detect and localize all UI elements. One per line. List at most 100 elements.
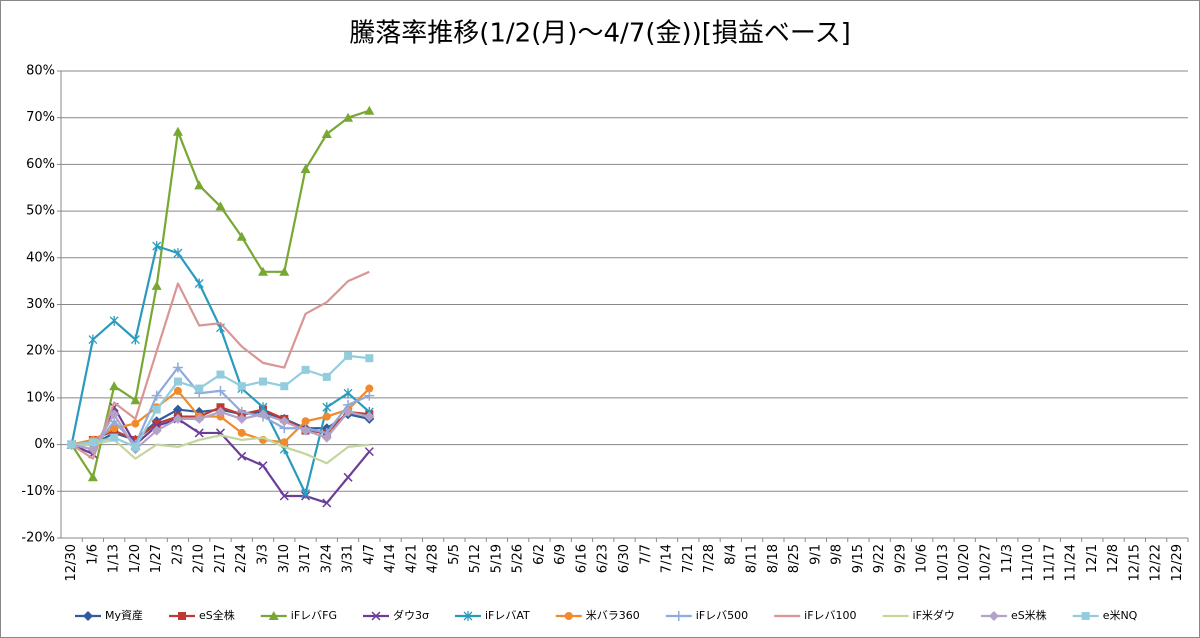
marker [364,105,375,115]
x-tick-label: 3/3 [256,544,271,565]
x-tick-label: 1/20 [128,544,143,573]
series-line [71,434,370,465]
x-tick-label: 8/11 [745,544,760,573]
x-tick-label: 2/24 [234,544,249,573]
marker [130,334,140,345]
marker [280,438,289,447]
y-tick-label: 80% [26,64,55,79]
marker [172,404,183,415]
x-tick-label: 11/17 [1042,544,1057,581]
marker [364,411,375,422]
marker [301,488,310,499]
marker [268,611,279,620]
x-tick-label: 9/8 [830,544,845,565]
marker [237,451,247,461]
x-tick-label: 6/30 [617,544,632,573]
marker [110,424,119,433]
marker [258,266,269,276]
x-tick-label: 3/10 [277,544,292,573]
marker [371,611,381,621]
marker [301,365,310,374]
x-tick-label: 6/2 [532,544,547,565]
marker [215,385,226,396]
marker [301,417,310,426]
marker [279,491,289,501]
legend-item: My資産 [75,609,143,622]
x-tick-label: 7/21 [681,544,696,573]
marker [321,432,332,443]
marker [259,377,268,386]
marker [131,419,140,428]
marker [109,409,120,420]
marker [152,405,161,414]
legend-item: iFレバ100 [774,609,857,622]
x-tick-label: 12/30 [64,544,79,581]
x-tick-label: 5/26 [511,544,526,573]
legend-item: iFレバFG [260,609,337,622]
marker [236,413,247,424]
legend-item: eS米株 [980,608,1047,622]
x-tick-label: 12/1 [1085,544,1100,573]
marker [258,409,269,420]
legend-label: iFレバ100 [804,609,856,622]
x-tick-label: 3/24 [319,544,334,573]
x-tick-label: 3/17 [298,544,313,573]
x-tick-label: 6/23 [596,544,611,573]
legend-item: iFレバ500 [665,609,748,622]
y-tick-label: 20% [26,344,55,359]
marker [151,425,162,436]
x-tick-label: 2/3 [170,544,185,565]
marker [322,372,331,381]
x-tick-label: 12/15 [1127,544,1142,581]
x-tick-label: 10/27 [978,544,993,581]
x-tick-label: 2/10 [192,544,207,573]
marker [194,278,204,289]
x-tick-label: 10/20 [957,544,972,581]
marker [178,612,187,620]
marker [343,112,354,122]
marker [364,390,375,401]
marker [87,472,98,482]
legend-item: iF米ダウ [882,608,955,622]
x-tick-label: 12/8 [1106,544,1121,573]
legend-item: 米バラ360 [555,609,640,622]
marker [110,433,119,442]
marker [88,438,97,447]
marker [194,413,205,424]
legend-item: ダウ3σ [363,608,429,622]
y-tick-label: 60% [26,157,55,172]
x-tick-label: 1/6 [85,544,100,565]
marker [152,241,162,252]
legend-label: ダウ3σ [393,608,429,622]
marker [237,428,246,437]
marker [131,442,140,451]
marker [87,444,98,455]
marker [194,180,205,190]
y-tick-label: 50% [26,204,55,219]
marker [364,447,374,457]
y-tick-label: -20% [21,531,55,546]
x-tick-label: 9/22 [872,544,887,573]
x-tick-label: 11/10 [1021,544,1036,581]
marker [279,266,290,276]
y-tick-label: 10% [26,390,55,405]
marker [988,611,999,621]
marker [173,248,183,259]
x-tick-label: 12/29 [1170,544,1185,581]
legend-label: 米バラ360 [586,609,640,622]
marker [172,126,183,136]
marker [83,611,93,621]
series-line [71,270,370,460]
marker [172,362,183,373]
marker [152,419,161,428]
marker [673,611,684,621]
x-tick-label: 4/21 [404,544,419,573]
x-tick-label: 4/28 [426,544,441,573]
legend-label: iFレバAT [485,609,530,622]
x-tick-label: 10/13 [936,544,951,581]
legend-label: eS全株 [199,608,235,622]
marker [88,334,98,345]
x-tick-label: 5/12 [468,544,483,573]
